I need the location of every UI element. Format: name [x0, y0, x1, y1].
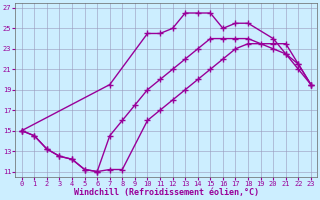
X-axis label: Windchill (Refroidissement éolien,°C): Windchill (Refroidissement éolien,°C)	[74, 188, 259, 197]
